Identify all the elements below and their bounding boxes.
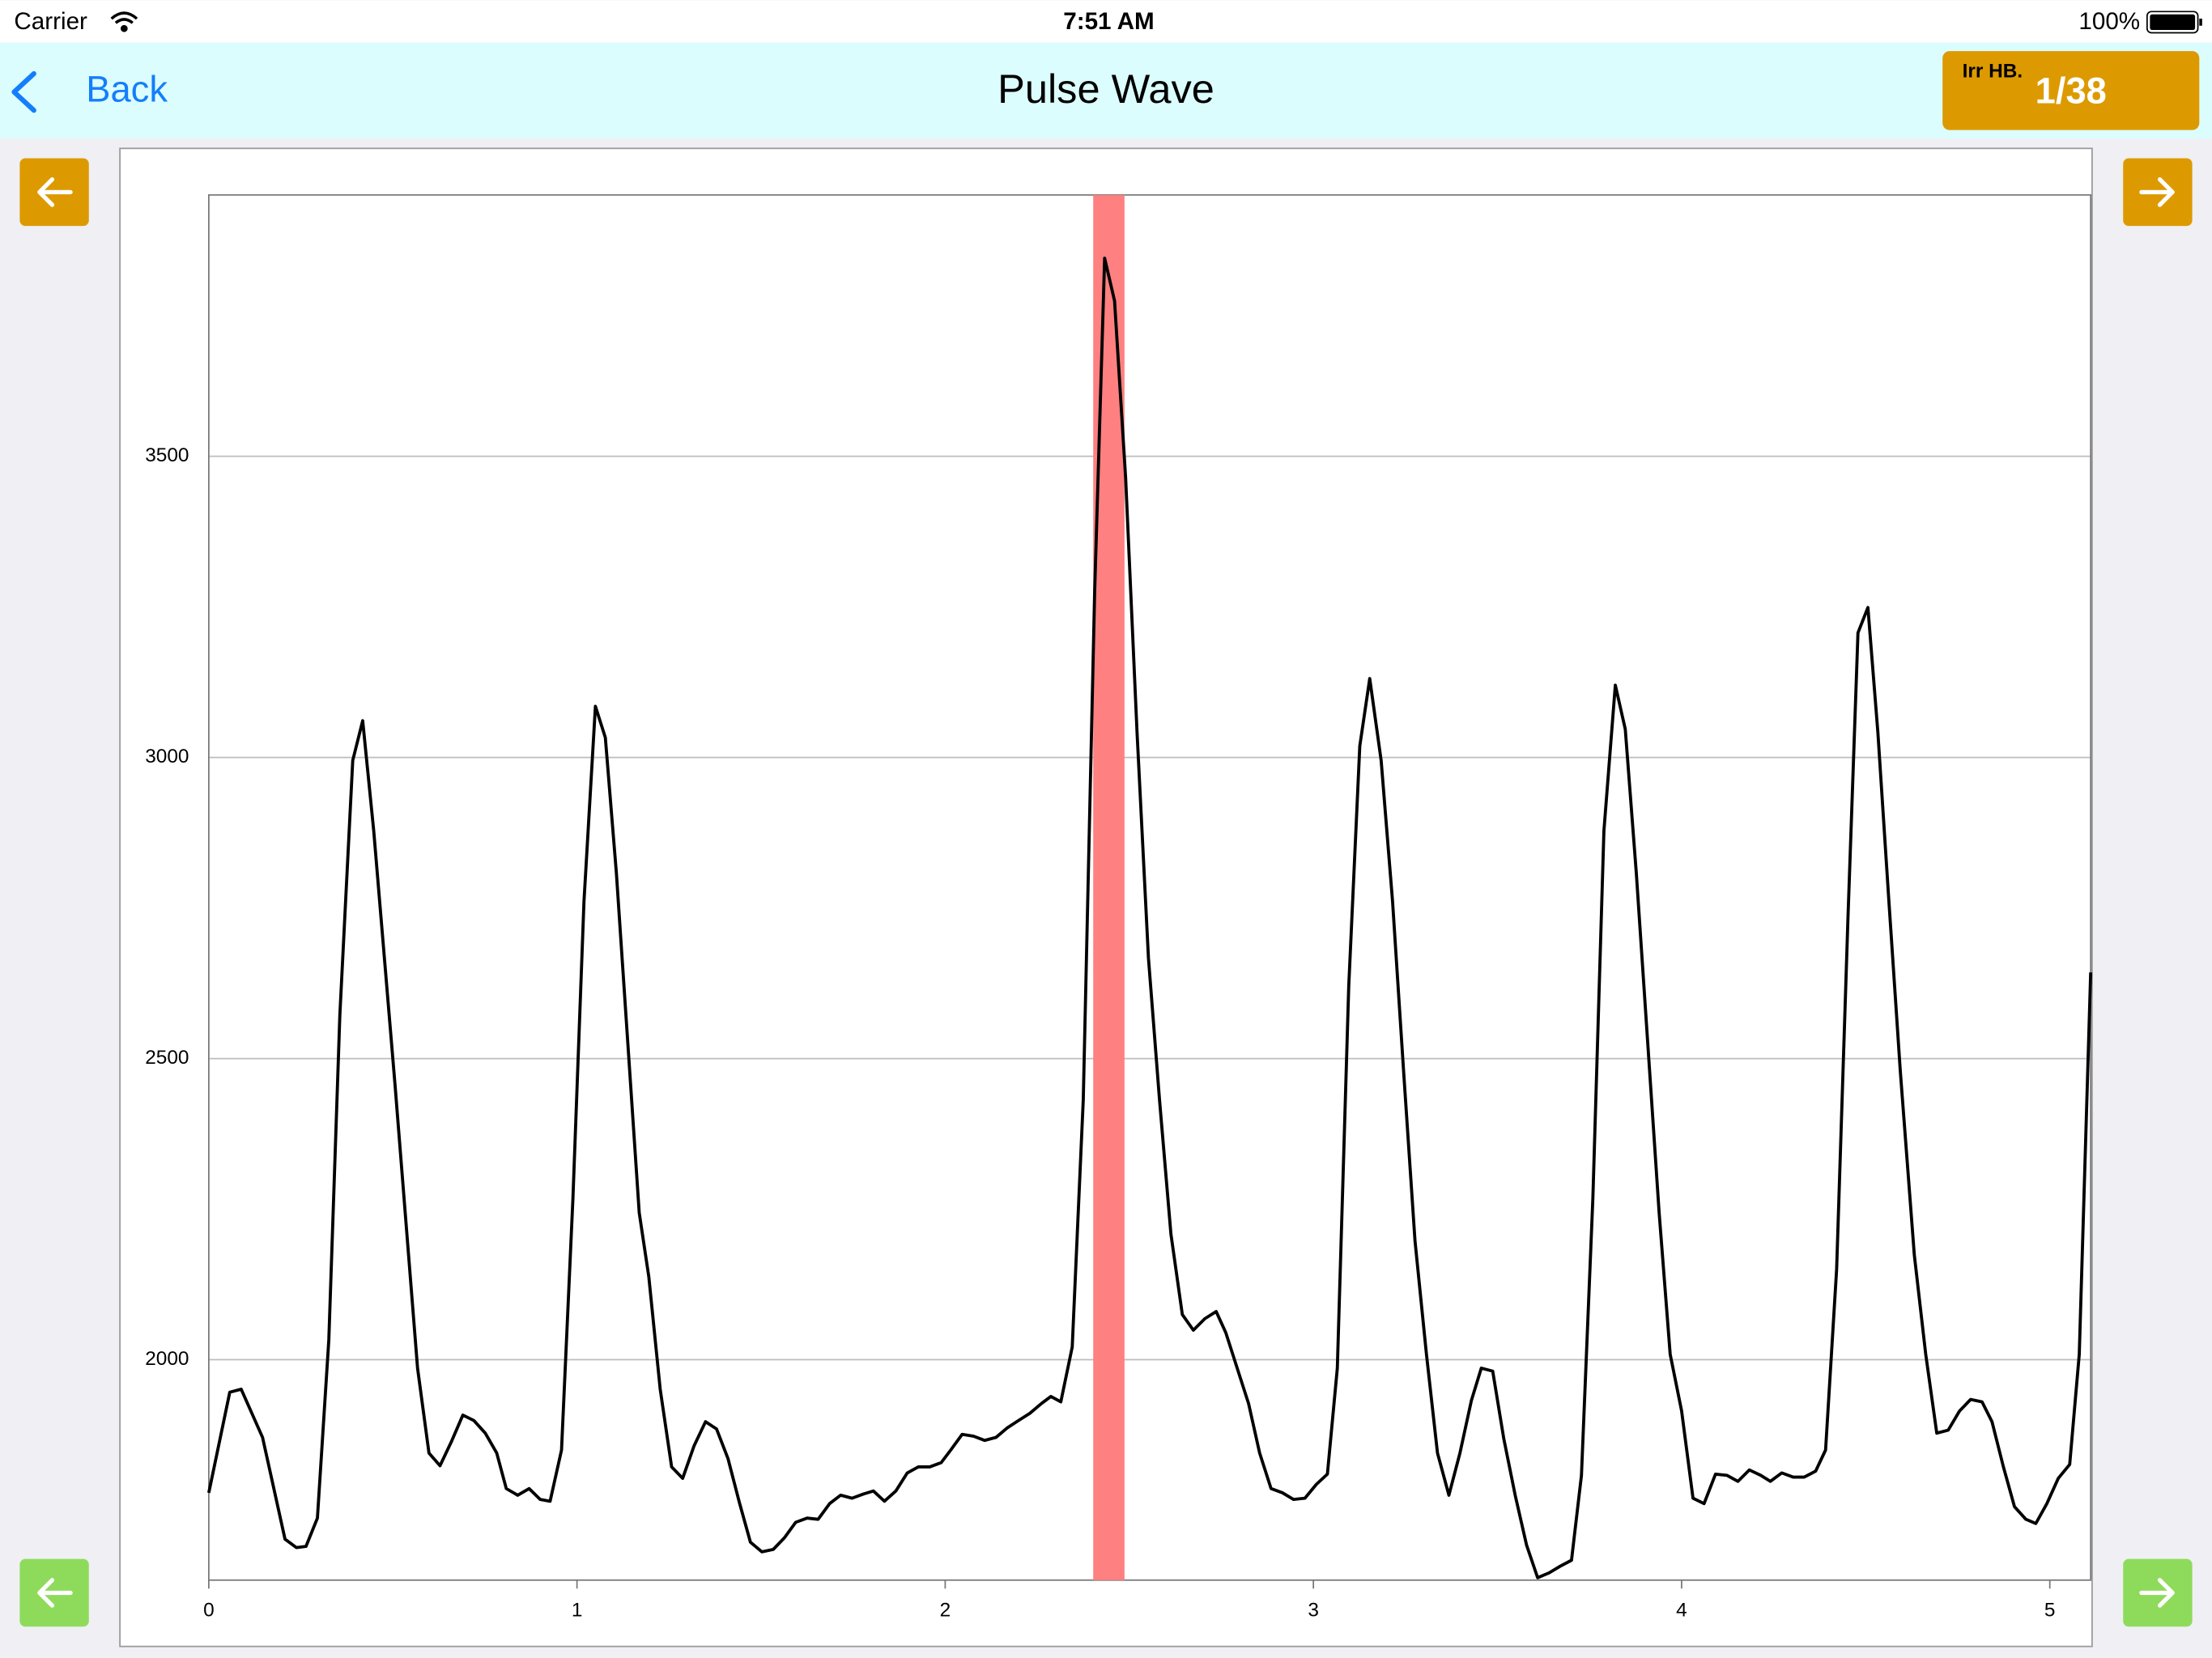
y-tick-label: 3000 <box>145 746 189 767</box>
prev-green-button[interactable] <box>19 1558 89 1627</box>
next-orange-button[interactable] <box>2123 158 2193 227</box>
carrier: Carrier <box>14 8 87 35</box>
battery-icon <box>2146 11 2202 34</box>
nav-bar <box>0 42 2212 139</box>
battery-text: 100% <box>2078 8 2140 35</box>
x-tick-label: 0 <box>203 1600 215 1622</box>
badge-value: 1/38 <box>2035 70 2107 111</box>
next-green-button[interactable] <box>2123 1558 2193 1627</box>
y-tick-label: 2500 <box>145 1047 189 1069</box>
pulse-line <box>206 257 2093 1579</box>
back-button[interactable]: Back <box>86 69 168 110</box>
y-tick-label: 3500 <box>145 444 189 466</box>
nav-title: Pulse Wave <box>998 66 1214 112</box>
x-tick-label: 4 <box>1676 1600 1687 1622</box>
y-tick-label: 2000 <box>145 1348 189 1370</box>
plot-frame <box>207 193 2092 1581</box>
status-bar <box>0 0 2212 43</box>
chart: 2000 2500 3000 3500 0 1 2 3 4 5 <box>145 193 2093 1622</box>
irr-badge[interactable] <box>1942 51 2200 130</box>
wifi-icon <box>110 11 138 32</box>
back-chevron[interactable] <box>11 70 36 113</box>
time: 7:51 AM <box>1063 8 1154 35</box>
x-tick-label: 2 <box>940 1600 951 1622</box>
badge-label: Irr HB. <box>1963 61 2023 83</box>
x-tick-label: 1 <box>572 1600 583 1622</box>
x-tick-label: 3 <box>1308 1600 1319 1622</box>
x-tick-label: 5 <box>2044 1600 2056 1622</box>
prev-orange-button[interactable] <box>19 158 89 227</box>
